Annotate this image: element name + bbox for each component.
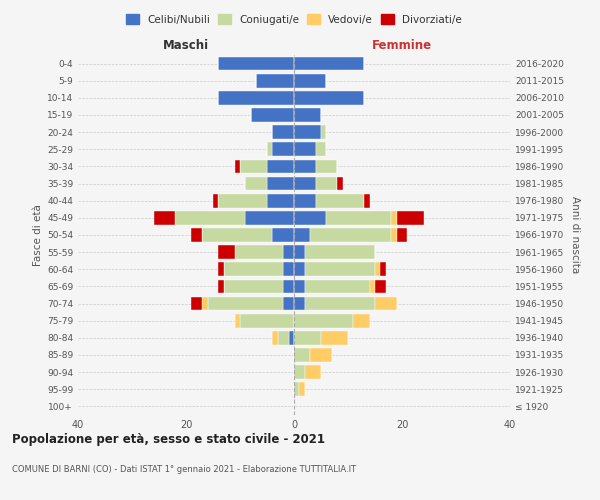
Bar (294, 74, 326, 88)
Bar (294, 262, 305, 276)
Bar (191, 228, 202, 242)
Bar (294, 160, 316, 173)
Bar (283, 246, 294, 259)
Bar (294, 382, 299, 396)
Bar (191, 296, 202, 310)
Bar (391, 228, 397, 242)
Bar (267, 176, 294, 190)
Bar (380, 262, 386, 276)
Bar (208, 296, 283, 310)
Bar (294, 176, 316, 190)
Bar (391, 211, 397, 224)
Bar (294, 142, 316, 156)
Bar (294, 108, 321, 122)
Bar (375, 296, 397, 310)
Bar (305, 366, 321, 379)
Text: COMUNE DI BARNI (CO) - Dati ISTAT 1° gennaio 2021 - Elaborazione TUTTITALIA.IT: COMUNE DI BARNI (CO) - Dati ISTAT 1° gen… (12, 466, 356, 474)
Bar (235, 160, 240, 173)
Bar (218, 194, 267, 207)
Bar (294, 56, 364, 70)
Text: Femmine: Femmine (372, 38, 432, 52)
Bar (294, 211, 326, 224)
Bar (218, 280, 224, 293)
Bar (294, 280, 305, 293)
Bar (256, 74, 294, 88)
Bar (245, 176, 267, 190)
Bar (240, 160, 267, 173)
Bar (218, 262, 224, 276)
Bar (310, 348, 332, 362)
Bar (397, 228, 407, 242)
Bar (213, 194, 218, 207)
Bar (294, 331, 321, 344)
Bar (294, 228, 310, 242)
Bar (202, 296, 208, 310)
Bar (294, 91, 364, 104)
Bar (316, 176, 337, 190)
Bar (305, 262, 375, 276)
Bar (267, 160, 294, 173)
Bar (316, 160, 337, 173)
Bar (316, 194, 364, 207)
Bar (235, 246, 283, 259)
Bar (294, 366, 305, 379)
Bar (326, 211, 391, 224)
Bar (278, 331, 289, 344)
Bar (267, 194, 294, 207)
Bar (267, 142, 272, 156)
Bar (154, 211, 175, 224)
Text: Maschi: Maschi (163, 38, 209, 52)
Bar (370, 280, 375, 293)
Bar (305, 280, 370, 293)
Bar (224, 280, 283, 293)
Bar (294, 296, 305, 310)
Bar (294, 194, 316, 207)
Y-axis label: Anni di nascita: Anni di nascita (569, 196, 580, 274)
Bar (353, 314, 370, 328)
Bar (251, 108, 294, 122)
Bar (397, 211, 424, 224)
Bar (283, 296, 294, 310)
Bar (316, 142, 326, 156)
Bar (272, 126, 294, 139)
Bar (305, 296, 375, 310)
Bar (299, 382, 305, 396)
Bar (245, 211, 294, 224)
Bar (289, 331, 294, 344)
Bar (305, 246, 375, 259)
Bar (364, 194, 370, 207)
Bar (218, 56, 294, 70)
Bar (294, 348, 310, 362)
Text: Popolazione per età, sesso e stato civile - 2021: Popolazione per età, sesso e stato civil… (12, 432, 325, 446)
Bar (235, 314, 240, 328)
Bar (218, 246, 235, 259)
Bar (375, 280, 386, 293)
Bar (202, 228, 272, 242)
Bar (224, 262, 283, 276)
Bar (175, 211, 245, 224)
Bar (218, 91, 294, 104)
Bar (337, 176, 343, 190)
Bar (283, 262, 294, 276)
Bar (294, 314, 353, 328)
Bar (294, 246, 305, 259)
Bar (294, 126, 321, 139)
Legend: Celibi/Nubili, Coniugati/e, Vedovi/e, Divorziati/e: Celibi/Nubili, Coniugati/e, Vedovi/e, Di… (122, 10, 466, 29)
Y-axis label: Fasce di età: Fasce di età (33, 204, 43, 266)
Bar (321, 126, 326, 139)
Bar (272, 331, 278, 344)
Bar (272, 142, 294, 156)
Bar (375, 262, 380, 276)
Bar (283, 280, 294, 293)
Bar (272, 228, 294, 242)
Bar (321, 331, 348, 344)
Bar (240, 314, 294, 328)
Bar (310, 228, 391, 242)
